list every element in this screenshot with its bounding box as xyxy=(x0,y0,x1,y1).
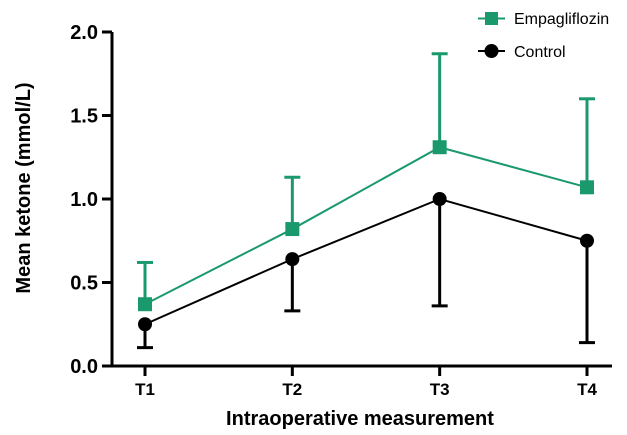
legend: Empagliflozin Control xyxy=(478,11,609,61)
legend-label-control: Control xyxy=(514,44,566,61)
y-ticks: 0.0 0.5 1.0 1.5 2.0 xyxy=(70,22,112,378)
data-point-square xyxy=(285,222,300,237)
data-point-circle xyxy=(285,252,300,267)
data-point-circle xyxy=(138,317,152,332)
legend-circle-marker xyxy=(484,44,499,58)
data-point-square xyxy=(138,297,152,312)
legend-item-empagliflozin: Empagliflozin xyxy=(478,11,609,28)
y-tick-label: 0.5 xyxy=(70,273,98,295)
axes xyxy=(110,32,612,368)
x-tick-label: T2 xyxy=(282,380,302,399)
data-point-circle xyxy=(580,233,594,248)
x-ticks: T1 T2 T3 T4 xyxy=(135,366,597,399)
data-point-circle xyxy=(432,192,447,206)
y-axis-title: Mean ketone (mmol/L) xyxy=(13,82,35,293)
y-tick-label: 2.0 xyxy=(70,22,98,44)
legend-label-empagliflozin: Empagliflozin xyxy=(514,11,609,28)
legend-item-control: Control xyxy=(478,44,566,61)
x-tick-label: T3 xyxy=(430,380,450,399)
data-point-square xyxy=(432,140,447,155)
series-empagliflozin xyxy=(137,52,595,312)
series-layer xyxy=(137,52,595,350)
x-axis-title: Intraoperative measurement xyxy=(226,408,494,430)
y-tick-label: 1.5 xyxy=(70,106,98,128)
y-tick-label: 1.0 xyxy=(70,189,98,211)
y-tick-label: 0.0 xyxy=(70,356,98,378)
x-tick-label: T1 xyxy=(135,380,155,399)
series-line xyxy=(144,197,588,326)
x-tick-label: T4 xyxy=(577,380,597,399)
series-line xyxy=(144,146,588,306)
data-point-square xyxy=(580,180,594,195)
series-control xyxy=(137,192,595,350)
